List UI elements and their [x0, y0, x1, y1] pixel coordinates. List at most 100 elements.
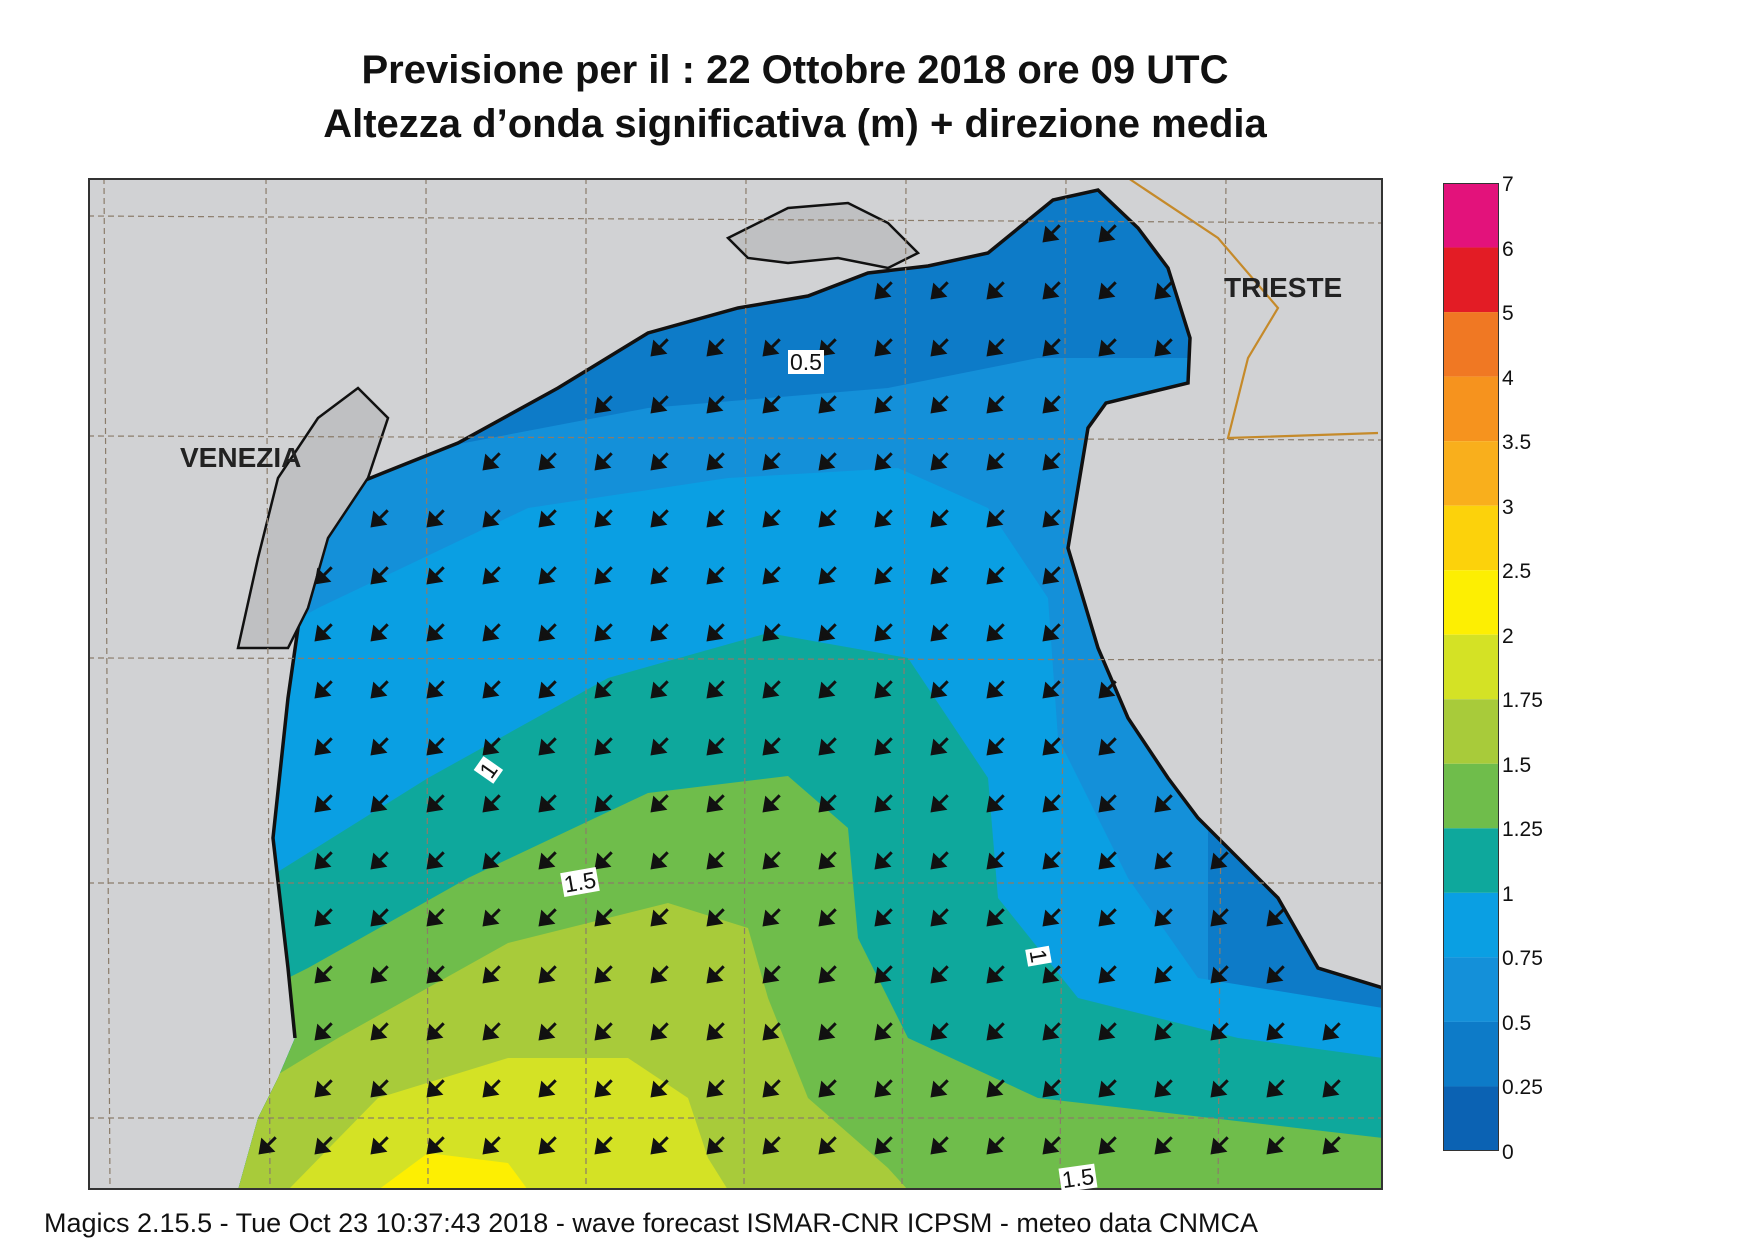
direction-arrow-head [1266, 909, 1284, 927]
zone-1.75 [288, 1058, 728, 1190]
direction-arrow-head [314, 1023, 332, 1041]
colorbar-tick-label: 0.5 [1502, 1011, 1532, 1035]
direction-arrow-head [1098, 681, 1116, 699]
direction-arrow-head [930, 282, 948, 300]
direction-arrow-head [986, 396, 1004, 414]
direction-arrow-head [930, 567, 948, 585]
direction-arrow-head [1154, 795, 1172, 813]
direction-arrow-head [1042, 909, 1060, 927]
direction-arrow-head [1098, 966, 1116, 984]
direction-arrow-head [594, 1137, 612, 1155]
direction-arrow-head [818, 624, 836, 642]
direction-arrow-head [482, 852, 500, 870]
direction-arrow-head [594, 966, 612, 984]
direction-arrow-head [314, 966, 332, 984]
direction-arrow-head [1098, 225, 1116, 243]
direction-arrow-head [818, 681, 836, 699]
colorbar-band [1443, 763, 1499, 829]
direction-arrow-head [1098, 852, 1116, 870]
national-border [1127, 178, 1379, 440]
direction-arrow-head [314, 1080, 332, 1098]
direction-arrow-head [1042, 852, 1060, 870]
direction-arrow-head [1042, 1023, 1060, 1041]
direction-arrow-head [818, 1023, 836, 1041]
colorbar-tick-label: 2 [1502, 624, 1514, 648]
direction-arrow-head [762, 795, 780, 813]
direction-arrow-head [370, 681, 388, 699]
lagoon-grado [725, 201, 921, 270]
direction-arrow-head [1154, 1137, 1172, 1155]
direction-arrow-head [818, 510, 836, 528]
direction-arrow-head [930, 1137, 948, 1155]
direction-arrow-head [426, 1080, 444, 1098]
direction-arrow-head [370, 1023, 388, 1041]
direction-arrow-head [482, 909, 500, 927]
map-title: Previsione per il : 22 Ottobre 2018 ore … [361, 48, 1229, 92]
direction-arrow-head [762, 339, 780, 357]
direction-arrow-head [258, 1137, 276, 1155]
direction-arrow-head [1266, 966, 1284, 984]
direction-arrow-head [986, 510, 1004, 528]
direction-arrow-head [818, 966, 836, 984]
colorbar-tick-label: 1 [1502, 882, 1514, 906]
direction-arrow-head [762, 624, 780, 642]
colorbar-tick-label: 1.25 [1502, 818, 1543, 842]
direction-arrow-head [1042, 567, 1060, 585]
direction-arrow-head [314, 1137, 332, 1155]
direction-arrow-head [650, 567, 668, 585]
direction-arrow-head [930, 795, 948, 813]
direction-arrow-head [874, 510, 892, 528]
direction-arrow-head [314, 795, 332, 813]
direction-arrow-head [930, 1023, 948, 1041]
colorbar-band [1443, 247, 1499, 313]
direction-arrow-head [1154, 282, 1172, 300]
direction-arrow-head [538, 624, 556, 642]
wave-direction-arrows [258, 224, 1341, 1155]
direction-arrow-head [874, 852, 892, 870]
lagoon-venezia [236, 386, 390, 650]
colorbar-tick-label: 5 [1502, 302, 1514, 326]
direction-arrow-head [650, 510, 668, 528]
map-frame [88, 178, 1383, 1190]
direction-arrow-head [874, 1080, 892, 1098]
direction-arrow-head [594, 1080, 612, 1098]
direction-arrow-head [594, 567, 612, 585]
direction-arrow-head [426, 681, 444, 699]
direction-arrow-head [482, 624, 500, 642]
direction-arrow-head [314, 567, 332, 585]
direction-arrow-head [762, 396, 780, 414]
colorbar-tick-label: 0.25 [1502, 1076, 1543, 1100]
direction-arrow-head [1154, 1080, 1172, 1098]
direction-arrow-head [538, 795, 556, 813]
direction-arrow-head [314, 909, 332, 927]
direction-arrow-head [650, 966, 668, 984]
direction-arrow-head [482, 510, 500, 528]
direction-arrow-head [1266, 1137, 1284, 1155]
direction-arrow-head [650, 1023, 668, 1041]
direction-arrow-head [314, 852, 332, 870]
direction-arrow-head [706, 453, 724, 471]
direction-arrow-head [1042, 510, 1060, 528]
direction-arrow-head [594, 624, 612, 642]
colorbar-tick-label: 3.5 [1502, 431, 1532, 455]
direction-arrow-head [594, 510, 612, 528]
footer-credits: Magics 2.15.5 - Tue Oct 23 10:37:43 2018… [44, 1208, 1258, 1238]
colorbar-tick-label: 0.75 [1502, 947, 1543, 971]
direction-arrow-head [1098, 909, 1116, 927]
direction-arrow-head [1322, 1137, 1340, 1155]
contour-label: 0.5 [788, 349, 824, 375]
direction-arrow-head [874, 1137, 892, 1155]
direction-arrow-head [1154, 909, 1172, 927]
city-label-trieste: TRIESTE [1224, 272, 1343, 303]
direction-arrow-head [930, 453, 948, 471]
direction-arrow-head [1042, 396, 1060, 414]
direction-arrow-head [482, 966, 500, 984]
direction-arrow-head [594, 738, 612, 756]
direction-arrow-head [930, 624, 948, 642]
colorbar-tick-label: 7 [1502, 173, 1514, 196]
direction-arrow-head [1042, 453, 1060, 471]
direction-arrow-head [1322, 1023, 1340, 1041]
direction-arrow-head [426, 966, 444, 984]
direction-arrow-head [650, 1080, 668, 1098]
direction-arrow-head [1098, 738, 1116, 756]
